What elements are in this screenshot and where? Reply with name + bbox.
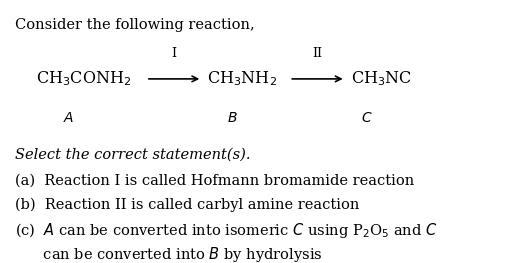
Text: I: I [172, 48, 177, 60]
Text: II: II [312, 48, 323, 60]
Text: Select the correct statement(s).: Select the correct statement(s). [15, 147, 251, 161]
Text: $A$: $A$ [63, 111, 75, 125]
Text: (c)  $A$ can be converted into isomeric $C$ using P$_2$O$_5$ and $C$: (c) $A$ can be converted into isomeric $… [15, 221, 438, 240]
Text: Consider the following reaction,: Consider the following reaction, [15, 18, 255, 32]
Text: CH$_3$NH$_2$: CH$_3$NH$_2$ [207, 69, 278, 88]
Text: $B$: $B$ [227, 111, 237, 125]
Text: CH$_3$NC: CH$_3$NC [351, 69, 412, 88]
Text: (b)  Reaction II is called carbyl amine reaction: (b) Reaction II is called carbyl amine r… [15, 197, 360, 212]
Text: (a)  Reaction I is called Hofmann bromamide reaction: (a) Reaction I is called Hofmann bromami… [15, 174, 415, 188]
Text: can be converted into $B$ by hydrolysis: can be converted into $B$ by hydrolysis [15, 245, 323, 263]
Text: $C$: $C$ [361, 111, 373, 125]
Text: CH$_3$CONH$_2$: CH$_3$CONH$_2$ [36, 69, 131, 88]
